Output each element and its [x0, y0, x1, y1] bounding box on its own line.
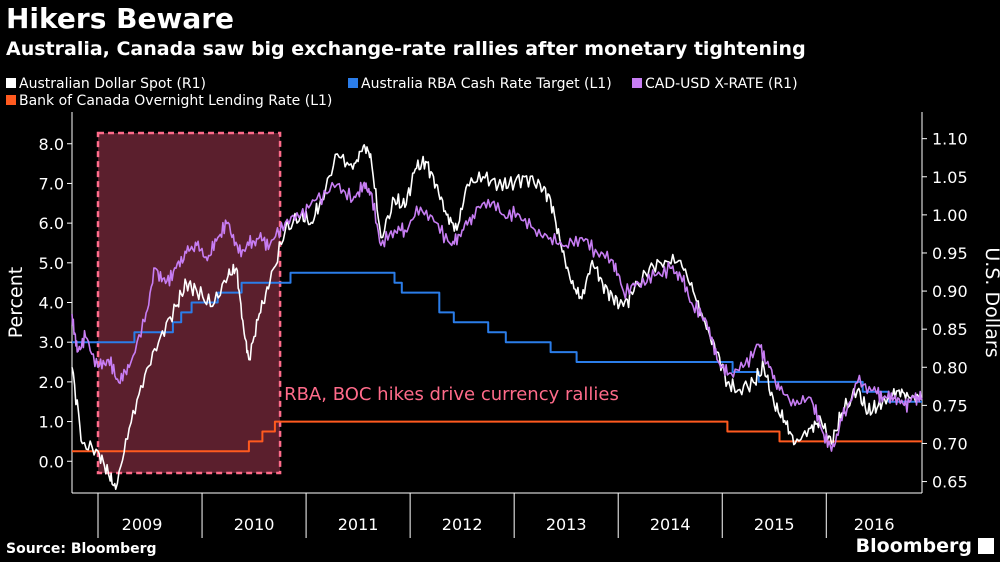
right-axis-tick-label: 0.70	[932, 434, 968, 453]
brand-square-icon	[978, 538, 994, 554]
left-axis-tick-label: 2.0	[39, 373, 64, 392]
brand-logo: Bloomberg	[856, 535, 994, 557]
left-axis-tick-label: 8.0	[39, 135, 64, 154]
right-axis-tick-label: 1.10	[932, 130, 968, 149]
right-axis-tick-label: 1.00	[932, 206, 968, 225]
right-axis-tick-label: 0.95	[932, 244, 968, 263]
left-axis-tick-label: 4.0	[39, 294, 64, 313]
left-axis-tick-label: 7.0	[39, 174, 64, 193]
label-layer: Percent U.S. Dollars RBA, BOC hikes drive …	[5, 247, 1000, 405]
left-axis-tick-label: 5.0	[39, 254, 64, 273]
series-layer	[71, 144, 923, 490]
x-axis-tick-label: 2010	[234, 515, 275, 534]
legend-swatch-cad	[632, 78, 642, 88]
chart-subtitle: Australia, Canada saw big exchange-rate …	[6, 38, 806, 60]
series-line-boc	[72, 420, 922, 453]
axes-layer: 0.0 1.0 2.0 3.0 4.0 5.0 6.0 7.0 8.0 0.65 0.70 0.75 0…	[39, 112, 968, 538]
right-axis-tick-label: 0.65	[932, 473, 968, 492]
legend-swatch-aud	[6, 78, 16, 88]
x-axis-tick-label: 2015	[754, 515, 795, 534]
legend-label-rba: Australia RBA Cash Rate Target (L1)	[361, 76, 612, 92]
left-axis-tick-label: 6.0	[39, 214, 64, 233]
x-axis-tick-label: 2016	[854, 515, 895, 534]
left-axis-tick-label: 0.0	[39, 452, 64, 471]
highlight-box	[96, 131, 282, 475]
series-line-cad	[71, 181, 923, 452]
x-axis-tick-label: 2011	[338, 515, 379, 534]
legend-item-rba: Australia RBA Cash Rate Target (L1)	[348, 76, 612, 92]
left-axis-title: Percent	[5, 267, 27, 339]
left-axis-tick-label: 1.0	[39, 413, 64, 432]
legend-item-boc: Bank of Canada Overnight Lending Rate (L…	[6, 93, 332, 109]
series-line-rba	[72, 271, 922, 403]
legend-item-cad: CAD-USD X-RATE (R1)	[632, 76, 798, 92]
right-axis-tick-label: 0.90	[932, 282, 968, 301]
legend-label-boc: Bank of Canada Overnight Lending Rate (L…	[19, 93, 333, 109]
brand-name: Bloomberg	[855, 535, 972, 557]
legend-swatch-rba	[348, 78, 358, 88]
x-axis-tick-label: 2012	[442, 515, 483, 534]
annotation-label: RBA, BOC hikes drive currency rallies	[284, 384, 619, 405]
x-axis-tick-label: 2013	[546, 515, 587, 534]
series-line-aud	[71, 144, 923, 490]
right-axis-tick-label: 0.80	[932, 358, 968, 377]
source-note: Source: Bloomberg	[6, 541, 157, 557]
right-axis-tick-label: 0.75	[932, 396, 968, 415]
right-axis-title: U.S. Dollars	[981, 247, 1000, 357]
chart-title: Hikers Beware	[6, 2, 235, 35]
legend-label-cad: CAD-USD X-RATE (R1)	[645, 76, 798, 92]
legend-item-aud: Australian Dollar Spot (R1)	[6, 76, 206, 92]
left-axis-tick-label: 3.0	[39, 333, 64, 352]
x-axis-tick-label: 2014	[650, 515, 691, 534]
x-axis-tick-label: 2009	[122, 515, 163, 534]
legend-swatch-boc	[6, 95, 16, 105]
right-axis-tick-label: 0.85	[932, 320, 968, 339]
highlight-layer	[96, 131, 282, 475]
right-axis-tick-label: 1.05	[932, 168, 968, 187]
legend-label-aud: Australian Dollar Spot (R1)	[19, 76, 206, 92]
